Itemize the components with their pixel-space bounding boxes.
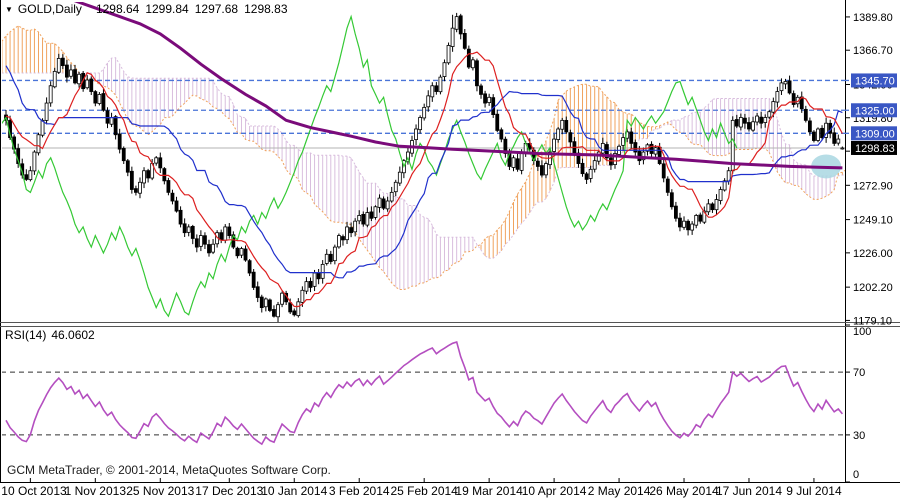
level-price-label-bg	[851, 73, 897, 88]
date-label: 10 Jan 2014	[261, 484, 328, 498]
main-price-pane[interactable]	[0, 0, 859, 322]
rsi-tick-label: 70	[853, 367, 865, 379]
date-label: 1 Nov 2013	[64, 484, 126, 498]
high-value: 1299.84	[145, 2, 189, 16]
date-label: 19 Mar 2014	[455, 484, 523, 498]
price-scale[interactable]: 1389.801366.701342.901319.801296.601272.…	[845, 12, 897, 327]
tenkan-sen-line	[5, 51, 843, 308]
rsi-indicator-label: RSI(14)	[5, 328, 47, 342]
price-tick-label: 1249.10	[853, 215, 893, 227]
level-price-label-bg	[851, 126, 897, 141]
candles	[4, 12, 845, 322]
low-value: 1297.68	[194, 2, 239, 16]
time-axis[interactable]: 10 Oct 2013 1 Nov 2013 25 Nov 2013 17 Dec 2…	[0, 484, 900, 499]
level-price-label: 1309.00	[855, 128, 895, 140]
date-label: 10 Apr 2014	[521, 484, 587, 498]
date-label: 3 Feb 2014	[328, 484, 390, 498]
rsi-indicator-title: RSI(14) 46.0602	[5, 328, 95, 342]
price-tick-label: 1366.70	[853, 45, 893, 57]
date-label: 26 May 2014	[649, 484, 719, 498]
date-label: 17 Jun 2014	[715, 484, 782, 498]
rsi-tick-label: 30	[853, 430, 865, 442]
price-tick-label: 1179.10	[853, 315, 892, 327]
level-price-label-bg	[851, 103, 897, 118]
rsi-tick-label: 100	[853, 326, 871, 338]
price-tick-label: 1272.90	[853, 180, 893, 192]
date-label: 9 Jul 2014	[786, 484, 842, 498]
copyright-text: GCM MetaTrader, © 2001-2014, MetaQuotes …	[7, 463, 331, 477]
open-value: 1298.64	[95, 2, 140, 16]
date-label: 2 May 2014	[587, 484, 651, 498]
price-tick-label: 1226.00	[853, 248, 893, 260]
kijun-sen-line	[5, 65, 843, 279]
long-term-ma-line	[73, 2, 843, 170]
level-price-label: 1345.70	[855, 75, 895, 87]
date-label: 25 Nov 2013	[126, 484, 195, 498]
chikou-span-line	[2, 14, 738, 318]
date-label: 10 Oct 2013	[1, 484, 67, 498]
price-tick-label: 1389.80	[853, 12, 893, 24]
date-label: 25 Feb 2014	[390, 484, 458, 498]
rsi-current-value: 46.0602	[51, 328, 95, 342]
symbol-dropdown-icon[interactable]: ▼	[5, 5, 13, 14]
senkou-span-b-line	[2, 57, 845, 259]
rsi-line	[5, 340, 844, 446]
rsi-tick-label: 0	[853, 469, 859, 481]
close-value: 1298.83	[244, 2, 288, 16]
date-label: 17 Dec 2013	[195, 484, 264, 498]
chart-title: ▼ GOLD,Daily 1298.64 1299.84 1297.68 1298.83	[5, 2, 288, 16]
rsi-scale[interactable]: 100 70 30 0	[845, 324, 871, 483]
price-tick-label: 1202.20	[853, 282, 893, 294]
current-price-label: 1298.83	[855, 143, 895, 155]
rsi-pane[interactable]	[1, 340, 845, 446]
symbol-label: GOLD,Daily	[17, 2, 82, 16]
current-price-label-bg	[851, 140, 897, 155]
level-price-label: 1325.00	[855, 105, 895, 117]
